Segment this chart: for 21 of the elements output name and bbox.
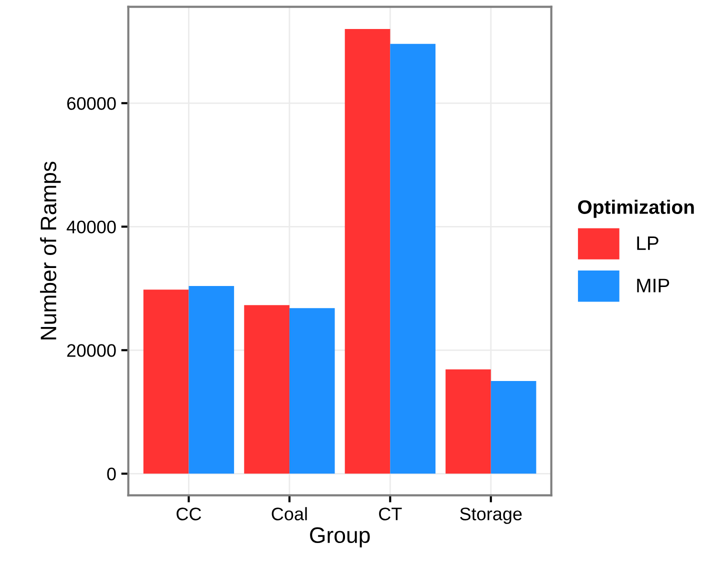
x-tick-label: CT (379, 508, 402, 520)
bar (289, 308, 335, 474)
y-tick-label: 20000 (67, 344, 116, 357)
bar (143, 290, 189, 474)
y-tick-label: 40000 (66, 220, 116, 234)
bar (390, 44, 436, 474)
legend-title: Optimization (578, 200, 694, 218)
bar (446, 369, 491, 474)
bar (244, 305, 290, 474)
y-axis-title: Number of Ramps (40, 162, 61, 340)
legend-label: MIP (637, 278, 670, 292)
legend-label: LP (637, 236, 658, 250)
x-tick-label: CC (176, 508, 202, 520)
bar (188, 286, 234, 474)
y-tick-label: 0 (107, 468, 116, 480)
x-tick-label: Coal (272, 507, 307, 520)
bar (344, 29, 390, 474)
bar (490, 381, 536, 474)
y-tick-label: 60000 (67, 97, 116, 110)
x-tick-label: Storage (460, 508, 522, 524)
x-axis-title: Group (310, 527, 370, 548)
